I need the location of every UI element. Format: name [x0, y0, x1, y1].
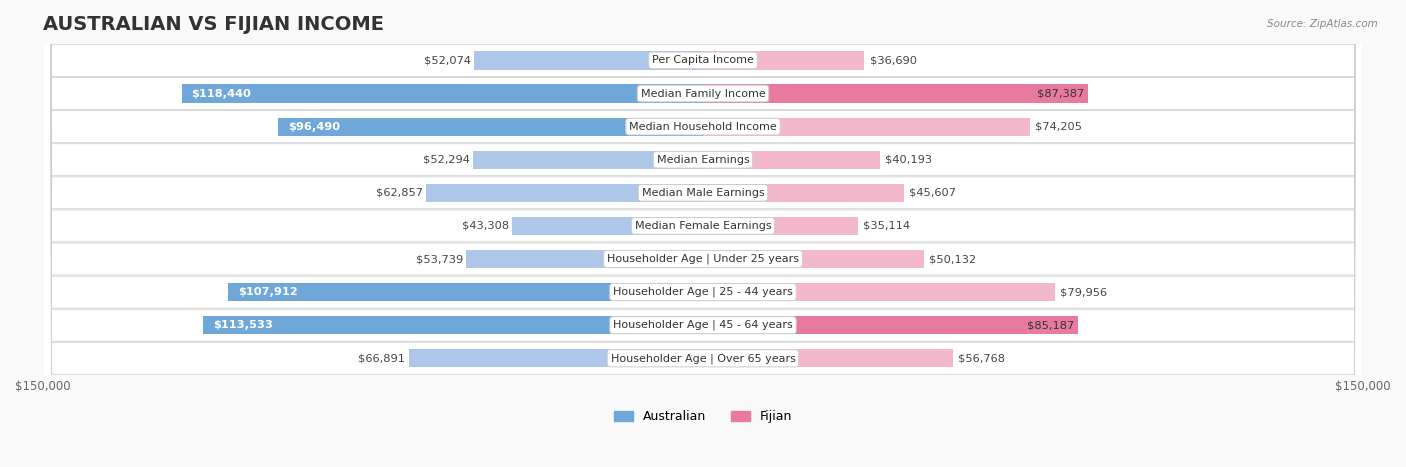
Text: Median Household Income: Median Household Income — [628, 121, 778, 132]
FancyBboxPatch shape — [42, 0, 1364, 467]
Text: AUSTRALIAN VS FIJIAN INCOME: AUSTRALIAN VS FIJIAN INCOME — [42, 15, 384, 34]
FancyBboxPatch shape — [42, 0, 1364, 467]
Text: $113,533: $113,533 — [214, 320, 273, 330]
Bar — [472, 151, 703, 169]
Bar — [703, 151, 880, 169]
Text: Median Male Earnings: Median Male Earnings — [641, 188, 765, 198]
Bar — [703, 51, 865, 70]
Bar — [409, 349, 703, 368]
Bar — [467, 250, 703, 268]
Text: Householder Age | Under 25 years: Householder Age | Under 25 years — [607, 254, 799, 264]
Text: Householder Age | 45 - 64 years: Householder Age | 45 - 64 years — [613, 320, 793, 331]
Bar — [426, 184, 703, 202]
Text: $74,205: $74,205 — [1035, 121, 1081, 132]
Text: $79,956: $79,956 — [1060, 287, 1108, 297]
Text: Householder Age | Over 65 years: Householder Age | Over 65 years — [610, 353, 796, 363]
FancyBboxPatch shape — [42, 0, 1364, 467]
Bar — [474, 51, 703, 70]
Text: Per Capita Income: Per Capita Income — [652, 56, 754, 65]
Text: $50,132: $50,132 — [929, 254, 976, 264]
Bar — [228, 283, 703, 301]
Bar — [703, 250, 924, 268]
FancyBboxPatch shape — [42, 0, 1364, 467]
Text: $56,768: $56,768 — [957, 354, 1005, 363]
FancyBboxPatch shape — [42, 0, 1364, 467]
Bar — [703, 85, 1088, 103]
Text: $85,187: $85,187 — [1028, 320, 1074, 330]
Text: $52,294: $52,294 — [423, 155, 470, 165]
Text: $62,857: $62,857 — [375, 188, 423, 198]
Legend: Australian, Fijian: Australian, Fijian — [609, 405, 797, 428]
Bar — [703, 349, 953, 368]
Text: $43,308: $43,308 — [463, 221, 509, 231]
Text: $53,739: $53,739 — [416, 254, 463, 264]
Text: $87,387: $87,387 — [1038, 89, 1084, 99]
Text: Median Female Earnings: Median Female Earnings — [634, 221, 772, 231]
Text: $96,490: $96,490 — [288, 121, 340, 132]
Bar — [181, 85, 703, 103]
Bar — [703, 184, 904, 202]
FancyBboxPatch shape — [42, 0, 1364, 467]
FancyBboxPatch shape — [42, 0, 1364, 467]
Text: $52,074: $52,074 — [423, 56, 471, 65]
Bar — [512, 217, 703, 235]
Text: $36,690: $36,690 — [870, 56, 917, 65]
Bar — [703, 217, 858, 235]
Text: Median Earnings: Median Earnings — [657, 155, 749, 165]
Text: $45,607: $45,607 — [910, 188, 956, 198]
Text: $118,440: $118,440 — [191, 89, 252, 99]
Bar — [204, 316, 703, 334]
Text: $40,193: $40,193 — [886, 155, 932, 165]
Bar — [703, 118, 1029, 136]
Bar — [703, 316, 1078, 334]
FancyBboxPatch shape — [42, 0, 1364, 467]
FancyBboxPatch shape — [42, 0, 1364, 467]
Text: $66,891: $66,891 — [359, 354, 405, 363]
Text: Householder Age | 25 - 44 years: Householder Age | 25 - 44 years — [613, 287, 793, 297]
FancyBboxPatch shape — [42, 0, 1364, 467]
Text: Median Family Income: Median Family Income — [641, 89, 765, 99]
Bar — [703, 283, 1054, 301]
Text: $107,912: $107,912 — [238, 287, 298, 297]
Text: $35,114: $35,114 — [863, 221, 910, 231]
Text: Source: ZipAtlas.com: Source: ZipAtlas.com — [1267, 19, 1378, 28]
Bar — [278, 118, 703, 136]
